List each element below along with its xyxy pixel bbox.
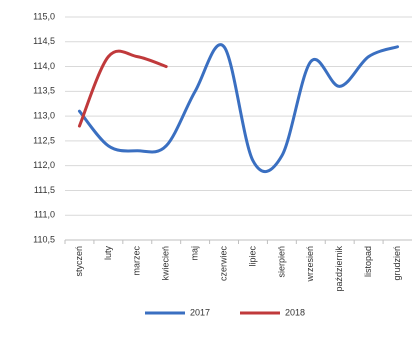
x-tick-label: styczeń	[74, 246, 84, 277]
line	[77, 49, 168, 128]
x-tick-label: maj	[190, 246, 200, 261]
x-tick-label: czerwiec	[218, 246, 228, 282]
x-tick-label: grudzień	[392, 246, 402, 281]
legend-label: 2018	[285, 307, 305, 317]
x-tick-label: lipiec	[247, 246, 257, 267]
y-tick-label: 110,5	[33, 234, 55, 244]
x-tick-label: wrzesień	[305, 246, 315, 283]
x-tick-label: październik	[334, 246, 344, 292]
y-tick-label: 112,5	[33, 135, 55, 145]
y-tick-label: 114,5	[33, 36, 55, 46]
y-tick-label: 112,0	[33, 160, 55, 170]
x-tick-label: kwiecień	[161, 246, 171, 281]
y-tick-label: 115,0	[33, 11, 55, 21]
x-tick-label: marzec	[132, 246, 142, 276]
legend-label: 2017	[190, 307, 210, 317]
x-tick-label: sierpień	[276, 246, 286, 278]
y-tick-label: 114,0	[33, 61, 55, 71]
y-tick-label: 113,5	[33, 86, 55, 96]
y-tick-label: 111,5	[34, 185, 55, 195]
y-tick-label: 113,0	[33, 110, 55, 120]
line	[77, 43, 400, 173]
y-tick-label: 111,0	[34, 210, 55, 220]
x-tick-label: luty	[103, 246, 113, 261]
x-tick-label: listopad	[363, 246, 373, 277]
